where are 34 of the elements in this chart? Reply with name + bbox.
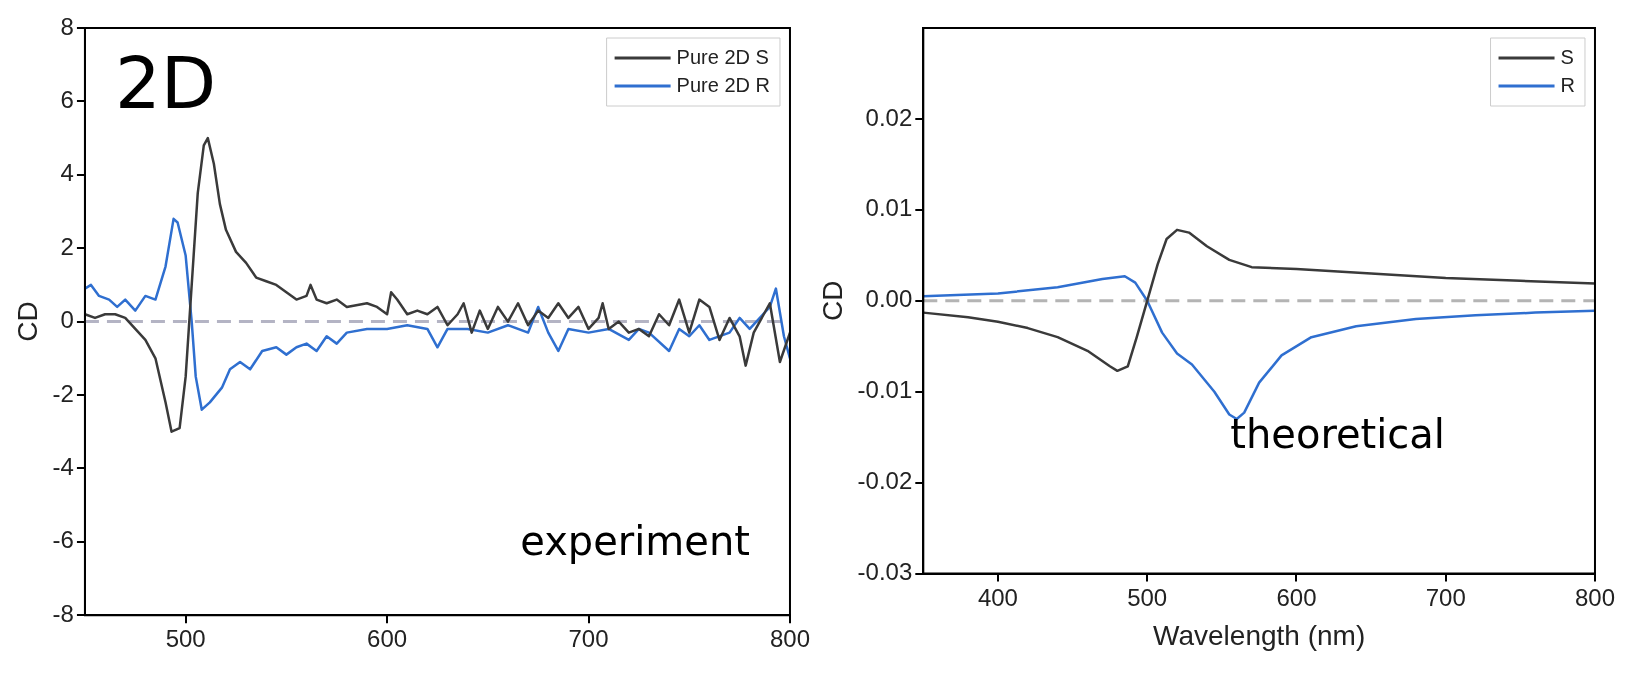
y-tick-label: -4	[52, 453, 74, 481]
annotation: 2D	[114, 41, 217, 125]
x-tick-label: 500	[1127, 583, 1168, 611]
x-tick-label: 700	[1425, 583, 1466, 611]
y-tick-label: -0.02	[857, 467, 913, 495]
legend-label: Pure 2D S	[676, 45, 769, 68]
y-tick-label: 0.01	[865, 194, 913, 222]
annotation: experiment	[520, 518, 750, 565]
x-tick-label: 800	[1574, 583, 1615, 611]
x-tick-label: 500	[165, 625, 206, 653]
y-tick-label: 0.02	[865, 103, 913, 131]
y-axis-title: CD	[816, 280, 848, 322]
legend-label: Pure 2D R	[676, 73, 770, 96]
y-tick-label: -6	[52, 526, 74, 554]
y-tick-label: -2	[52, 379, 74, 407]
x-tick-label: 700	[568, 625, 609, 653]
y-tick-label: 2	[60, 232, 74, 260]
legend-label: R	[1560, 73, 1575, 96]
y-axis-title: CD	[11, 301, 43, 342]
legend-label: S	[1560, 45, 1574, 68]
x-axis-title: Wavelength (nm)	[1153, 619, 1366, 651]
x-tick-label: 800	[769, 625, 810, 653]
y-tick-label: -0.03	[857, 558, 913, 586]
y-tick-label: -0.01	[857, 376, 913, 404]
x-tick-label: 600	[1276, 583, 1317, 611]
annotation: theoretical	[1230, 411, 1445, 458]
y-tick-label: 0	[60, 306, 74, 334]
y-tick-label: 4	[60, 159, 74, 187]
y-tick-label: 0.00	[865, 285, 913, 313]
x-tick-label: 400	[977, 583, 1018, 611]
y-tick-label: -8	[52, 599, 74, 627]
y-tick-label: 6	[60, 86, 74, 114]
y-tick-label: 8	[60, 12, 74, 40]
x-tick-label: 600	[367, 625, 408, 653]
